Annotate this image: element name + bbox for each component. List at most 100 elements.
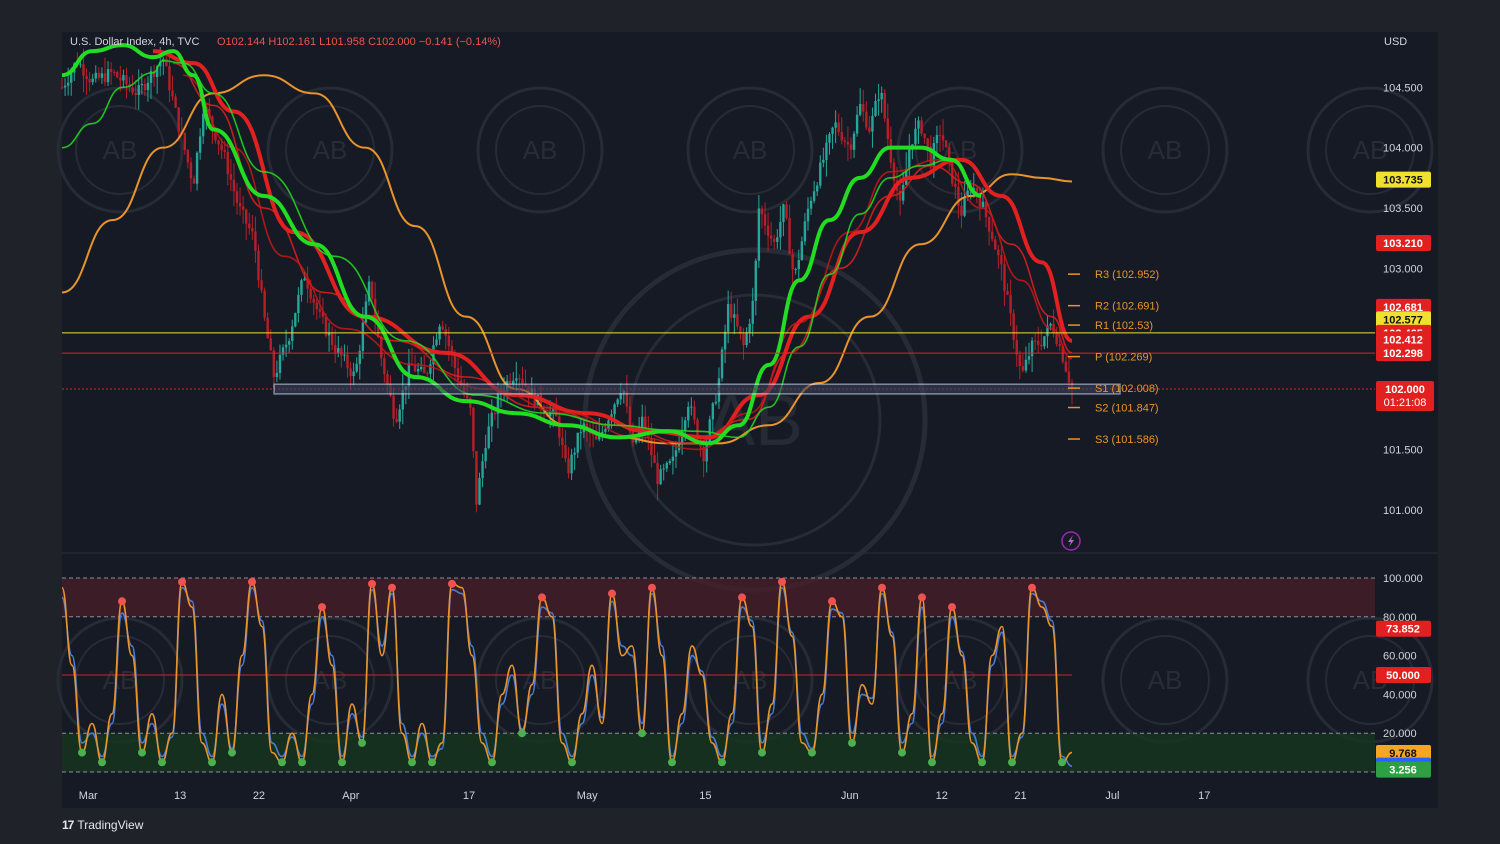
candle-body xyxy=(306,278,309,289)
watermark-ring xyxy=(1101,86,1229,214)
candle-body xyxy=(822,159,825,163)
candle-body xyxy=(978,196,982,207)
candle-body xyxy=(990,231,994,240)
candle-body xyxy=(349,368,352,376)
time-tick-label: May xyxy=(577,790,598,802)
candle-body xyxy=(751,300,754,324)
candle-body xyxy=(576,432,579,453)
alert-icon[interactable] xyxy=(1061,531,1081,551)
candle-body xyxy=(287,340,291,345)
candle-body xyxy=(116,71,119,78)
candle-body xyxy=(419,366,423,370)
candle-body xyxy=(585,423,589,429)
candle-body xyxy=(889,139,893,163)
candle-body xyxy=(776,237,779,242)
candle-body xyxy=(865,111,868,128)
candle-body xyxy=(88,78,91,83)
candle-body xyxy=(837,122,840,133)
oversold-marker xyxy=(1058,758,1066,767)
candle-body xyxy=(85,75,88,79)
oversold-marker xyxy=(568,758,576,767)
oversold-marker xyxy=(138,748,146,757)
tradingview-brand[interactable]: 17 TradingView xyxy=(62,818,143,832)
candle-body xyxy=(466,394,469,399)
oversold-marker xyxy=(928,758,936,767)
candle-body xyxy=(367,281,371,302)
candle-body xyxy=(1064,361,1068,372)
candle-body xyxy=(364,301,368,323)
candle-body xyxy=(1018,354,1022,367)
candle-body xyxy=(742,333,745,346)
candle-body xyxy=(60,87,64,89)
candle-body xyxy=(79,64,82,66)
overbought-marker xyxy=(178,577,186,586)
candle-body xyxy=(125,75,128,85)
price-badge-bg xyxy=(1376,235,1431,252)
candles-layer xyxy=(60,46,1074,513)
price-badge: 103.735 xyxy=(1383,175,1423,187)
candle-body xyxy=(112,71,116,73)
candle-body xyxy=(435,339,438,346)
candle-body xyxy=(487,426,490,448)
candle-body xyxy=(337,347,340,353)
candle-body xyxy=(70,72,73,83)
overbought-zone xyxy=(62,578,1375,617)
candle-body xyxy=(601,431,604,435)
candle-body xyxy=(456,368,460,381)
candle-body xyxy=(512,380,515,385)
candle-body xyxy=(334,344,337,353)
candle-body xyxy=(840,132,843,141)
candle-body xyxy=(659,469,662,485)
candle-body xyxy=(260,280,263,291)
candle-body xyxy=(355,363,358,372)
brand-label: TradingView xyxy=(77,818,144,832)
price-tick-label: 104.000 xyxy=(1383,143,1423,155)
candle-body xyxy=(1061,346,1064,362)
candle-body xyxy=(662,468,665,470)
candle-body xyxy=(149,70,153,83)
ohlc-values: O102.144 H102.161 L101.958 C102.000 −0.1… xyxy=(217,36,501,48)
candle-body xyxy=(352,371,355,376)
candle-body xyxy=(103,73,107,83)
pivot-label: S3 (101.586) xyxy=(1095,434,1159,446)
stoch-badge-bg xyxy=(1376,745,1431,762)
watermark-ring-inner xyxy=(1120,635,1210,725)
candle-body xyxy=(573,452,576,455)
candle-body xyxy=(122,75,125,81)
candle-body xyxy=(806,208,810,222)
candle-body xyxy=(987,217,991,232)
candle-body xyxy=(877,99,880,101)
candle-body xyxy=(426,373,429,375)
candle-body xyxy=(496,394,500,414)
candle-body xyxy=(901,184,905,201)
overbought-marker xyxy=(118,597,126,606)
candle-body xyxy=(723,331,727,350)
oversold-marker xyxy=(208,758,216,767)
candle-body xyxy=(653,455,656,464)
candle-body xyxy=(634,439,638,443)
price-badge: 103.210 xyxy=(1383,238,1423,250)
candle-body xyxy=(82,64,85,76)
candle-body xyxy=(269,338,272,351)
time-tick-label: Mar xyxy=(79,790,98,802)
candle-body xyxy=(994,239,997,250)
stoch-badge-bg xyxy=(1376,620,1431,637)
candle-body xyxy=(687,406,690,421)
candle-body xyxy=(266,317,269,339)
candle-body xyxy=(570,454,573,474)
candle-body xyxy=(1015,340,1018,355)
candle-body xyxy=(109,69,113,72)
candle-body xyxy=(134,92,137,95)
candle-body xyxy=(450,346,454,355)
candle-body xyxy=(413,365,417,372)
time-tick-label: 17 xyxy=(463,790,475,802)
candle-body xyxy=(957,186,960,206)
price-badge-bg xyxy=(1376,171,1431,188)
candle-body xyxy=(773,238,776,242)
oversold-marker xyxy=(408,758,416,767)
oversold-marker xyxy=(898,748,906,757)
pivot-label: R3 (102.952) xyxy=(1095,269,1159,281)
candle-body xyxy=(309,288,312,299)
stoch-badge: 3.256 xyxy=(1389,765,1417,777)
